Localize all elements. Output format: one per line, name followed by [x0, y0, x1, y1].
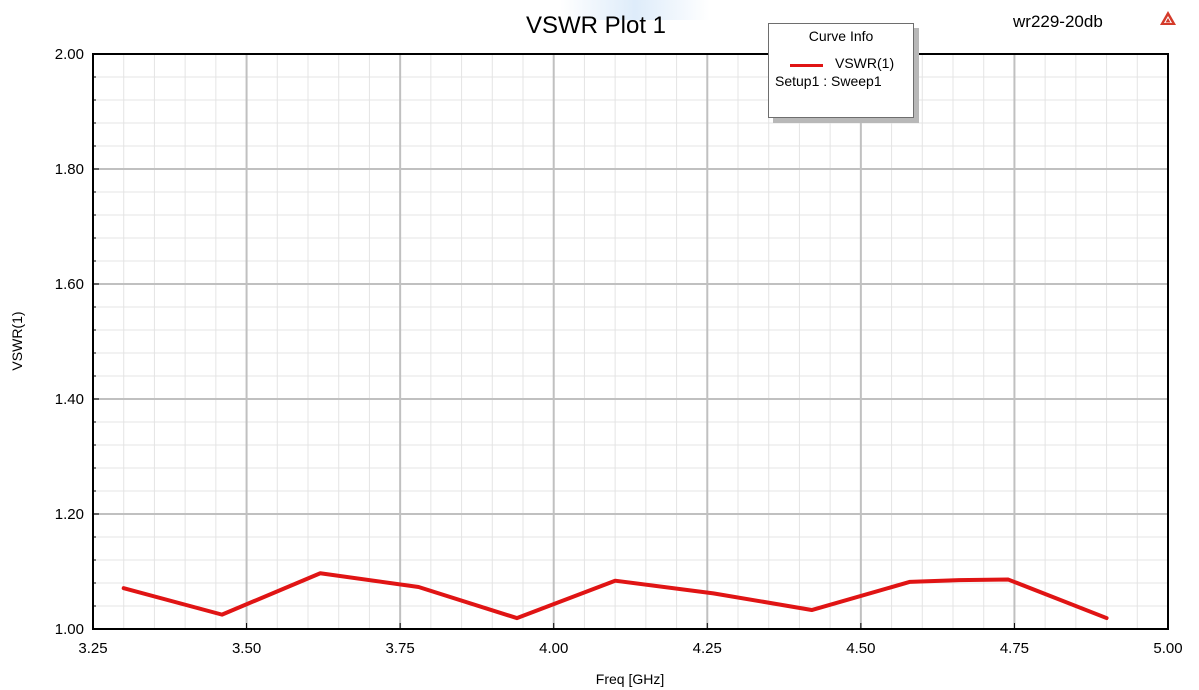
title-highlight [560, 0, 710, 20]
y-tick-label: 1.80 [55, 161, 84, 178]
y-tick-label: 1.40 [55, 391, 84, 408]
y-tick-labels: 1.00 1.20 1.40 1.60 1.80 2.00 [55, 46, 84, 638]
x-tick-label: 4.50 [846, 640, 875, 657]
x-axis-label: Freq [GHz] [596, 671, 664, 687]
legend-setup-name: Setup1 : Sweep1 [775, 73, 882, 89]
curve-info-legend[interactable]: Curve Info VSWR(1) Setup1 : Sweep1 [768, 23, 914, 118]
project-name: wr229-20db [1013, 12, 1103, 31]
y-axis-label: VSWR(1) [9, 311, 25, 370]
x-tick-label: 4.00 [539, 640, 568, 657]
y-tick-label: 1.00 [55, 621, 84, 638]
series-line-vswr [121, 571, 1109, 621]
x-tick-label: 3.75 [386, 640, 415, 657]
plot-frame [92, 53, 1169, 630]
y-tick-label: 1.60 [55, 276, 84, 293]
x-tick-label: 3.50 [232, 640, 261, 657]
legend-series-swatch [790, 64, 823, 67]
chart-title: VSWR Plot 1 [526, 12, 666, 39]
y-tick-label: 1.20 [55, 506, 84, 523]
x-tick-label: 4.25 [693, 640, 722, 657]
x-tick-label: 4.75 [1000, 640, 1029, 657]
legend-series-name: VSWR(1) [835, 55, 895, 71]
x-tick-label: 3.25 [78, 640, 107, 657]
x-tick-label: 5.00 [1153, 640, 1182, 657]
ansys-logo-icon [1160, 11, 1176, 25]
minor-grid [93, 54, 1168, 629]
x-tick-labels: 3.25 3.50 3.75 4.00 4.25 4.50 4.75 5.00 [78, 640, 1182, 657]
major-grid [92, 53, 1169, 630]
y-tick-label: 2.00 [55, 46, 84, 63]
legend-title: Curve Info [808, 28, 874, 44]
series-layer [121, 571, 1109, 621]
